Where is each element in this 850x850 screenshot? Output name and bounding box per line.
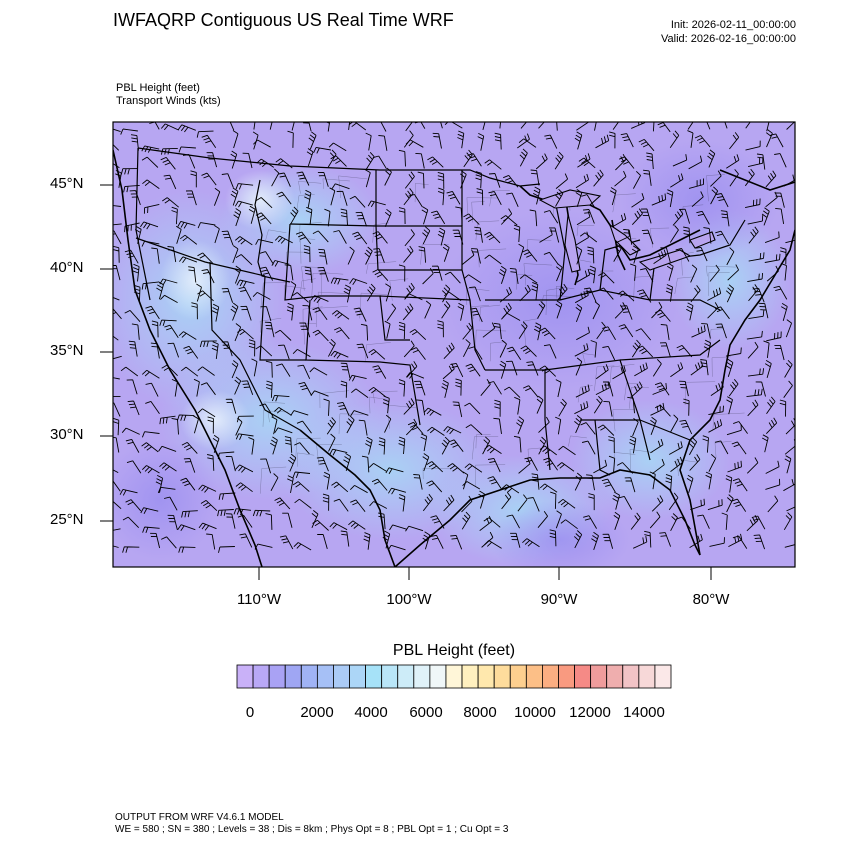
colorbar-swatch: [525, 664, 543, 689]
colorbar-swatch: [365, 664, 383, 689]
colorbar-swatch: [349, 664, 366, 689]
colorbar-swatch: [542, 664, 559, 689]
colorbar-swatch: [252, 664, 270, 689]
model-info-line-2: WE = 580 ; SN = 380 ; Levels = 38 ; Dis …: [115, 824, 509, 835]
colorbar-tick-label: 14000: [623, 704, 665, 721]
latitude-ticks: [100, 184, 113, 522]
colorbar-swatch: [445, 664, 463, 689]
lat-label: 30°N: [50, 426, 84, 443]
colorbar-tick-label: 10000: [514, 704, 556, 721]
valid-time: Valid: 2026-02-16_00:00:00: [661, 33, 796, 45]
field-label-pbl: PBL Height (feet): [116, 82, 200, 94]
colorbar-swatch: [509, 664, 527, 689]
colorbar-swatch: [638, 664, 656, 689]
colorbar-tick-label: 6000: [409, 704, 443, 721]
colorbar-swatch: [316, 664, 334, 689]
colorbar-tick-label: 2000: [300, 704, 334, 721]
colorbar-swatch: [461, 664, 479, 689]
map-frame: [112, 121, 796, 568]
lat-label: 35°N: [50, 342, 84, 359]
longitude-ticks: [258, 567, 712, 580]
lat-label: 45°N: [50, 175, 84, 192]
init-time: Init: 2026-02-11_00:00:00: [670, 19, 796, 31]
model-info-line-1: OUTPUT FROM WRF V4.6.1 MODEL: [115, 812, 284, 823]
colorbar-swatch: [590, 664, 608, 689]
colorbar-swatch: [654, 664, 672, 689]
colorbar-swatch: [397, 664, 415, 689]
great-lakes: [538, 189, 716, 273]
lon-label: 110°W: [236, 591, 282, 608]
lon-label: 80°W: [692, 591, 730, 608]
colorbar-swatch: [413, 664, 431, 689]
colorbar-swatch: [300, 664, 318, 689]
lat-label: 25°N: [50, 511, 84, 528]
colorbar-swatch: [268, 664, 286, 689]
transport-wind-barbs: [113, 122, 795, 553]
colorbar-swatch: [574, 664, 592, 689]
colorbar-swatch: [558, 664, 575, 689]
colorbar-swatch: [429, 664, 447, 689]
colorbar-swatch: [477, 664, 495, 689]
colorbar-swatch: [284, 664, 302, 689]
colorbar-tick-label: 4000: [354, 704, 388, 721]
colorbar-swatch: [381, 664, 399, 689]
pbl-height-field: [113, 122, 795, 567]
map-title: IWFAQRP Contiguous US Real Time WRF: [113, 10, 454, 30]
lon-label: 100°W: [386, 591, 432, 608]
colorbar-swatch: [236, 664, 254, 689]
colorbar-swatch: [493, 664, 511, 689]
colorbar-swatch: [606, 664, 624, 689]
colorbar-tick-label: 0: [245, 704, 255, 721]
lat-label: 40°N: [50, 259, 84, 276]
state-boundaries: [135, 147, 746, 476]
colorbar-tick-label: 12000: [569, 704, 611, 721]
colorbar-swatch: [333, 664, 350, 689]
colorbar-title: PBL Height (feet): [392, 642, 516, 659]
colorbar-tick-label: 8000: [463, 704, 497, 721]
field-label-winds: Transport Winds (kts): [116, 95, 221, 107]
lon-label: 90°W: [540, 591, 578, 608]
colorbar: [236, 664, 672, 689]
colorbar-swatch: [622, 664, 640, 689]
